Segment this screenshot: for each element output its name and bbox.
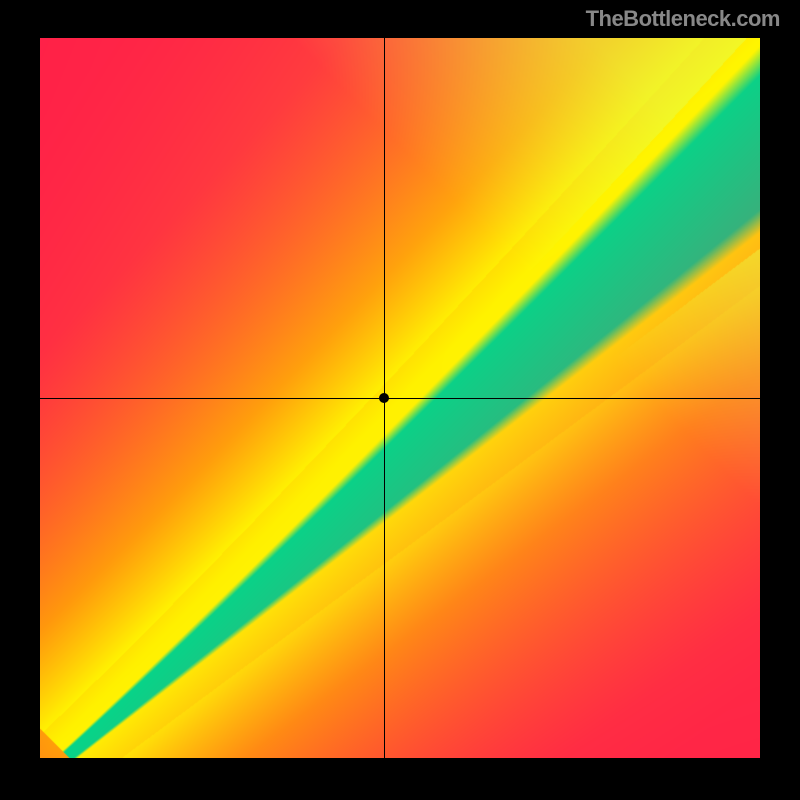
crosshair-marker [379,393,389,403]
watermark-text: TheBottleneck.com [586,6,780,32]
chart-container: TheBottleneck.com [0,0,800,800]
plot-area [40,38,760,758]
crosshair-horizontal [40,398,760,399]
